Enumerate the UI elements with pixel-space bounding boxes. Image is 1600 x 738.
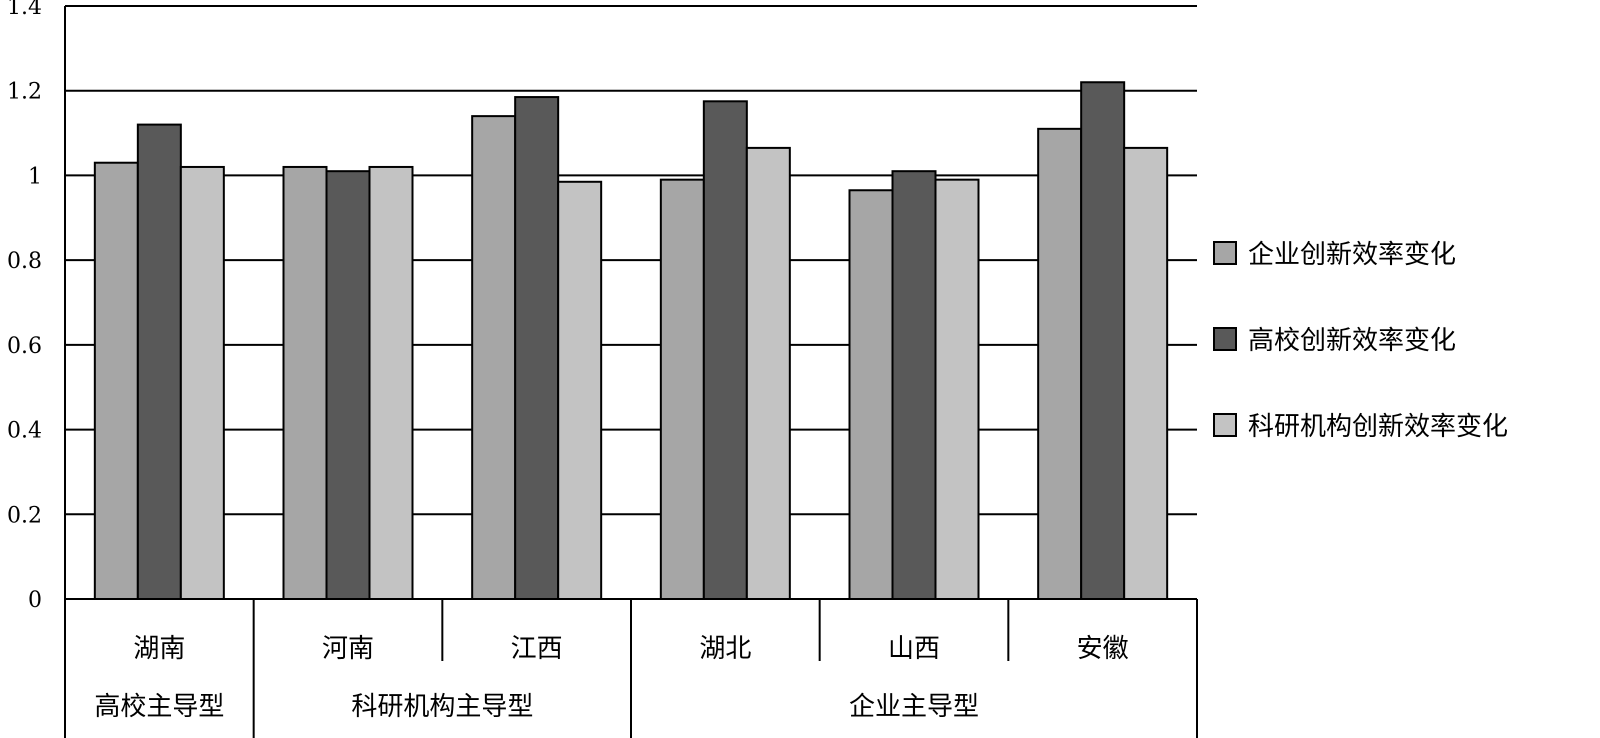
bar [1037,127,1083,600]
group-label: 高校主导型 [94,692,224,722]
bar [514,96,560,600]
bar [136,123,182,600]
bar [471,115,517,600]
bar [1123,146,1169,600]
bar [1080,81,1126,600]
y-tick-labels: 0 0.2 0.4 0.6 0.8 1 1.2 1.4 [7,0,42,613]
bar [557,180,603,601]
y-tick-label: 1 [28,164,42,189]
bar [702,100,748,601]
legend-label: 企业创新效率变化 [1248,240,1456,270]
gridlines [65,5,1197,516]
bar [934,178,980,601]
y-tick-label: 0.6 [7,334,42,359]
legend-label: 高校创新效率变化 [1248,326,1456,356]
bars [93,81,1169,601]
category-label: 安徽 [1077,634,1129,664]
y-tick-label: 1.4 [7,0,42,20]
category-label: 湖北 [699,634,751,664]
bar [745,146,791,600]
bar [891,170,937,600]
category-label: 湖南 [133,634,185,664]
category-label: 江西 [511,634,563,664]
legend-label: 科研机构创新效率变化 [1248,412,1508,442]
y-tick-label: 1.2 [7,80,42,105]
bar [282,165,328,600]
bar [659,178,705,601]
legend-swatch [1213,413,1237,437]
bar [93,161,139,600]
y-tick-label: 0.8 [7,249,42,274]
bar [368,165,414,600]
axes [64,6,1197,600]
group-label: 企业主导型 [849,692,979,722]
y-tick-label: 0.4 [7,419,42,444]
group-label: 科研机构主导型 [351,692,533,722]
y-tick-label: 0.2 [7,503,42,528]
bar [325,170,371,600]
y-tick-label: 0 [28,588,42,613]
bar [179,165,225,600]
legend-swatch [1213,327,1237,351]
category-label: 河南 [322,634,374,664]
legend-swatch [1213,241,1237,265]
category-label: 山西 [888,634,940,664]
bar [848,189,894,600]
